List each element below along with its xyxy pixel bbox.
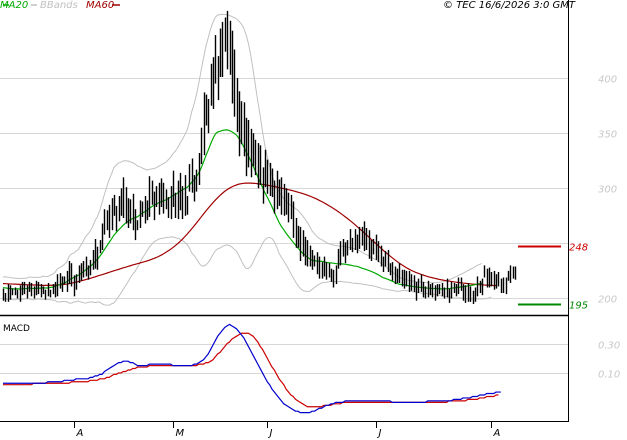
price-y-ticks: 200 300 350 400 — [598, 75, 617, 306]
ma20-line — [2, 129, 483, 290]
price-y-tick-label-350: 350 — [598, 130, 617, 141]
x-tick-label-J: J — [268, 428, 273, 439]
support-level-label: 195 — [569, 301, 588, 312]
macd-y-tick-label: 0.10 — [598, 370, 620, 381]
macd-y-tick-label: 0.30 — [598, 341, 620, 352]
resistance-level-label: 248 — [569, 243, 588, 254]
bbands-upper-line — [2, 13, 483, 284]
price-panel: 200 300 350 400 248 195 — [0, 10, 617, 312]
copyright-text: © TEC 16/6/2026 3:0 GMT — [443, 0, 576, 11]
price-y-tick-label-300: 300 — [598, 185, 617, 196]
macd-lines — [3, 323, 501, 414]
bbands-lower-line — [2, 236, 492, 306]
x-tick-label-A: A — [76, 428, 84, 439]
legend-bbands-label: BBands — [40, 0, 78, 11]
x-tick-label-J: J — [377, 428, 382, 439]
support-resistance-levels: 248 195 — [518, 243, 588, 312]
price-y-tick-label-200: 200 — [598, 295, 617, 306]
macd-grid — [0, 344, 568, 374]
price-bars — [2, 10, 517, 304]
x-tick-label-M: M — [176, 428, 185, 439]
legend: MA20 BBands MA60 — [0, 0, 120, 11]
macd-y-ticks: 0.10 0.30 — [598, 341, 620, 381]
macd-panel-title: MACD — [3, 324, 30, 334]
macd-panel: 0.10 0.30 MACD — [0, 323, 620, 414]
bbands — [2, 13, 492, 306]
legend-ma60-label: MA60 — [86, 0, 114, 11]
x-tick-label-A: A — [493, 428, 501, 439]
moving-averages — [2, 129, 497, 290]
price-y-tick-label-400: 400 — [598, 75, 617, 86]
macd-line — [3, 323, 501, 414]
legend-ma20-label: MA20 — [0, 0, 28, 11]
ma60-line — [2, 182, 497, 287]
